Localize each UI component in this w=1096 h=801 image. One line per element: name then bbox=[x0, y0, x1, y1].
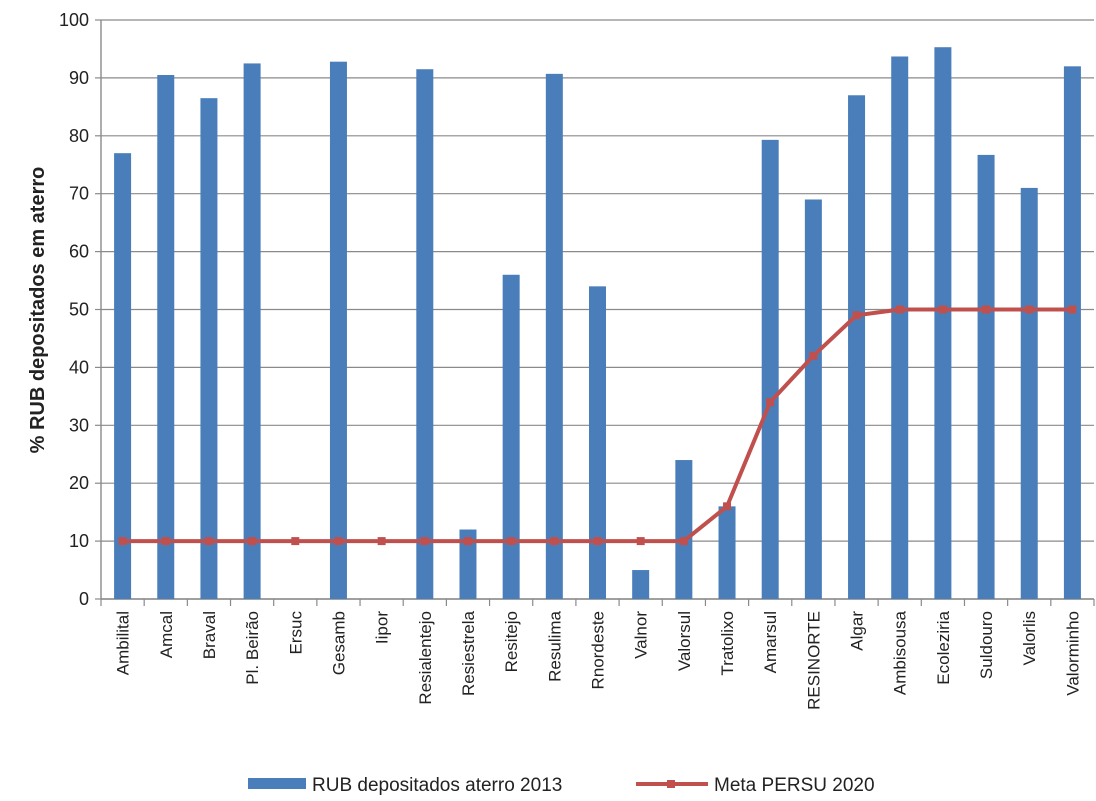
y-tick-label: 30 bbox=[69, 415, 89, 435]
x-tick-label: Pl. Beirão bbox=[243, 611, 262, 685]
x-tick-label: Ersuc bbox=[286, 611, 305, 655]
bar bbox=[546, 74, 563, 599]
y-tick-label: 40 bbox=[69, 357, 89, 377]
x-tick-label: Resialentejo bbox=[416, 611, 435, 705]
line-marker bbox=[464, 537, 472, 545]
x-tick-label: Algar bbox=[848, 611, 867, 651]
x-tick-label: Braval bbox=[200, 611, 219, 659]
line-marker bbox=[896, 306, 904, 314]
line-marker bbox=[723, 502, 731, 510]
bar bbox=[114, 153, 131, 599]
line-marker bbox=[378, 537, 386, 545]
x-tick-label: Amarsul bbox=[761, 611, 780, 673]
x-tick-label: Ecoleziria bbox=[934, 610, 953, 684]
y-tick-label: 10 bbox=[69, 531, 89, 551]
x-tick-label: Ambilital bbox=[114, 611, 133, 675]
line-marker bbox=[766, 398, 774, 406]
y-tick-labels: 0 10 20 30 40 50 60 70 80 90 100 bbox=[59, 10, 89, 609]
x-tick-label: Valnor bbox=[632, 611, 651, 659]
bar bbox=[675, 460, 692, 599]
line-marker bbox=[982, 306, 990, 314]
y-tick-label: 50 bbox=[69, 300, 89, 320]
line-marker bbox=[1025, 306, 1033, 314]
bar bbox=[589, 286, 606, 599]
line-marker bbox=[637, 537, 645, 545]
bar bbox=[891, 56, 908, 599]
legend-line-marker bbox=[667, 780, 675, 788]
bar bbox=[978, 155, 995, 599]
x-tick-label: Suldouro bbox=[977, 611, 996, 679]
line-marker bbox=[291, 537, 299, 545]
y-tick-label: 0 bbox=[79, 589, 89, 609]
line-marker bbox=[680, 537, 688, 545]
line-marker bbox=[594, 537, 602, 545]
x-tick-label: Valorsul bbox=[675, 611, 694, 671]
bar bbox=[503, 275, 520, 599]
line-marker bbox=[550, 537, 558, 545]
x-tick-labels: Ambilital Amcal Braval Pl. Beirão Ersuc Gesam… bbox=[114, 610, 1083, 709]
line-marker bbox=[205, 537, 213, 545]
bar bbox=[1021, 188, 1038, 599]
x-tick-label: Resiestrela bbox=[459, 610, 478, 696]
legend: RUB depositados aterro 2013 Meta PERSU 2… bbox=[248, 775, 875, 796]
x-tick-label: Valorminho bbox=[1063, 611, 1082, 696]
x-tick-label: Resulima bbox=[545, 610, 564, 681]
bar bbox=[848, 95, 865, 599]
bar bbox=[330, 62, 347, 599]
y-tick-label: 70 bbox=[69, 184, 89, 204]
line-marker bbox=[809, 352, 817, 360]
legend-bar-swatch bbox=[248, 778, 306, 789]
bar-series bbox=[114, 47, 1081, 599]
line-marker bbox=[939, 306, 947, 314]
line-marker bbox=[507, 537, 515, 545]
line-marker bbox=[1068, 306, 1076, 314]
bar bbox=[244, 63, 261, 599]
legend-bar-label: RUB depositados aterro 2013 bbox=[312, 775, 562, 796]
line-marker bbox=[162, 537, 170, 545]
bar bbox=[762, 140, 779, 599]
bar bbox=[1064, 66, 1081, 599]
x-tick-label: Gesamb bbox=[329, 611, 348, 675]
y-tick-label: 90 bbox=[69, 68, 89, 88]
bar bbox=[200, 98, 217, 599]
bar bbox=[632, 570, 649, 599]
y-tick-label: 100 bbox=[59, 10, 89, 30]
x-tick-label: Rnordeste bbox=[589, 611, 608, 689]
line-marker bbox=[334, 537, 342, 545]
y-tick-label: 60 bbox=[69, 242, 89, 262]
bar bbox=[416, 69, 433, 599]
y-axis-title: % RUB depositados em aterro bbox=[27, 167, 49, 454]
line-marker bbox=[853, 311, 861, 319]
x-tick-label: Valorlis bbox=[1020, 611, 1039, 665]
bar bbox=[157, 75, 174, 599]
line-marker bbox=[248, 537, 256, 545]
x-tick-label: Tratolixo bbox=[718, 611, 737, 676]
x-tick-label: Resitejo bbox=[502, 611, 521, 672]
line-marker bbox=[421, 537, 429, 545]
bar bbox=[805, 199, 822, 599]
x-tick-label: Iipor bbox=[373, 611, 392, 644]
y-tick-label: 80 bbox=[69, 126, 89, 146]
x-tick-label: Ambisousa bbox=[891, 610, 910, 695]
bar bbox=[934, 47, 951, 599]
y-tick-label: 20 bbox=[69, 473, 89, 493]
x-tick-label: Amcal bbox=[157, 611, 176, 658]
bar bbox=[719, 506, 736, 599]
x-tick-label: RESINORTE bbox=[804, 611, 823, 710]
line-marker bbox=[119, 537, 127, 545]
legend-line-label: Meta PERSU 2020 bbox=[714, 775, 875, 796]
